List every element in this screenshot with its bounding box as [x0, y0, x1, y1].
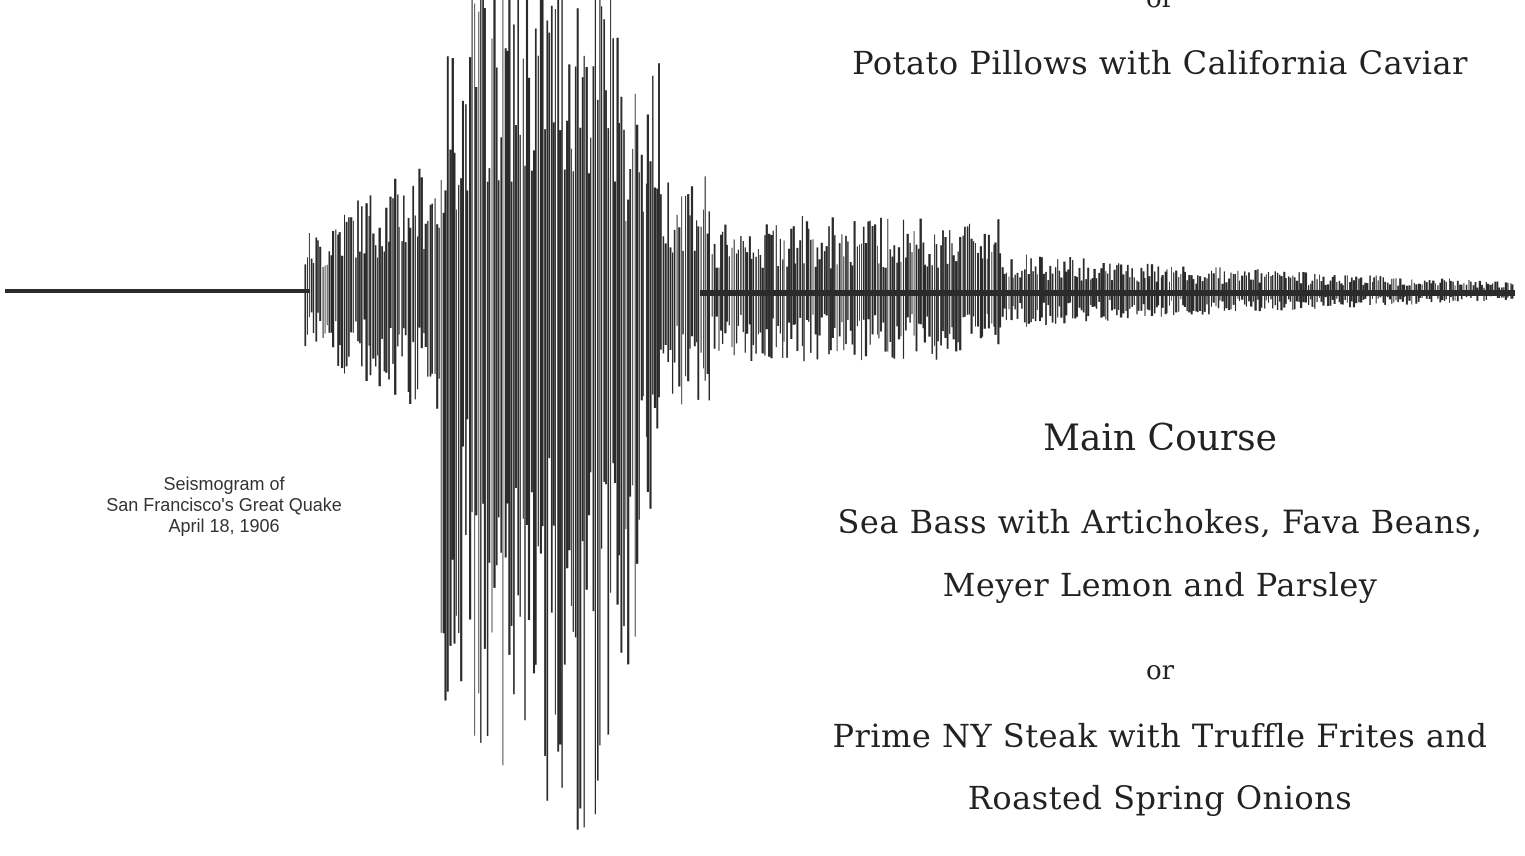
starter-dish: Potato Pillows with California Caviar: [852, 44, 1468, 82]
or-separator-top: or: [780, 0, 1525, 14]
main-dish-2-line-2: Roasted Spring Onions: [967, 779, 1353, 817]
main-dish-1-line-2: Meyer Lemon and Parsley: [942, 566, 1378, 604]
or-separator: or: [1145, 656, 1175, 686]
caption-line-3: April 18, 1906: [168, 516, 280, 536]
main-dish-1-line-1: Sea Bass with Artichokes, Fava Beans,: [837, 503, 1483, 541]
main-dish-2-line-1: Prime NY Steak with Truffle Frites and: [832, 717, 1488, 755]
caption-line-1: Seismogram of: [163, 474, 285, 494]
main-course-heading: Main Course: [1043, 418, 1277, 459]
seismogram-trace: [5, 0, 1515, 830]
seismogram-caption: Seismogram of San Francisco's Great Quak…: [74, 474, 374, 537]
caption-line-2: San Francisco's Great Quake: [106, 495, 342, 515]
